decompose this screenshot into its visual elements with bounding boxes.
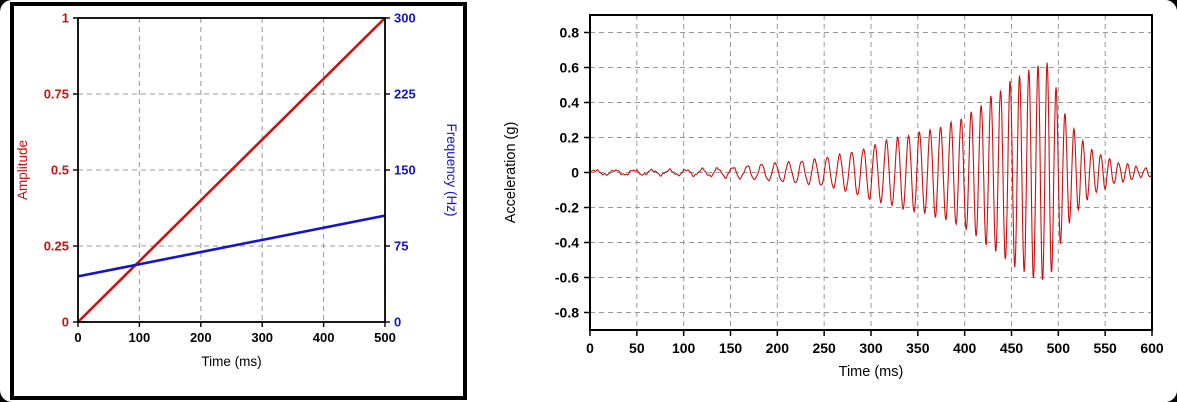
x-tick-label: 150: [719, 340, 743, 356]
x-tick-label: 50: [629, 340, 645, 356]
acceleration-waveform: [589, 62, 1153, 281]
right-y-axis-title: Frequency (Hz): [444, 123, 459, 216]
y-tick-label: -0.8: [555, 305, 579, 321]
y-tick-label: -0.6: [555, 270, 579, 286]
right-y-tick-label: 225: [394, 87, 416, 102]
x-tick-label: 500: [1047, 340, 1071, 356]
y-tick-label: 0: [571, 165, 579, 181]
y-axis-title: Acceleration (g): [503, 122, 519, 224]
left-y-tick-label: 0.75: [44, 87, 69, 102]
left-y-tick-label: 0: [62, 315, 69, 330]
x-tick-label: 300: [859, 340, 883, 356]
x-tick-label: 100: [672, 340, 696, 356]
x-tick-label: 300: [251, 330, 273, 345]
right-y-tick-label: 0: [394, 315, 401, 330]
frequency-line: [77, 214, 386, 278]
x-axis-title: Time (ms): [839, 364, 904, 380]
y-tick-label: -0.4: [555, 235, 579, 251]
x-tick-label: 200: [190, 330, 212, 345]
x-tick-label: 0: [586, 340, 594, 356]
x-tick-label: 400: [313, 330, 335, 345]
left-y-tick-label: 1: [62, 11, 69, 26]
acceleration-vs-time-chart: 0 50 100 150 200 250 300 350 400 450 500 550 600 -0.8…: [503, 14, 1164, 380]
right-y-tick-label: 300: [394, 11, 416, 26]
x-tick-label: 0: [74, 330, 81, 345]
x-tick-label: 200: [766, 340, 790, 356]
y-tick-label: 0.2: [560, 130, 580, 146]
amplitude-frequency-vs-time-chart: 0 100 200 300 400 50000.250.50.75107515022530…: [15, 11, 459, 370]
y-tick-label: 0.6: [560, 60, 580, 76]
left-y-tick-label: 0.5: [51, 163, 69, 178]
acceleration-chart-panel: 0 50 100 150 200 250 300 350 400 450 500 550 600 -0.8…: [495, 0, 1177, 402]
x-tick-label: 600: [1140, 340, 1164, 356]
sweep-parameters-chart-panel: 0 100 200 300 400 500 0 0.25 0.5 0.75 1 0 75 150 225 30…: [10, 2, 467, 400]
y-tick-label: 0.4: [560, 95, 580, 111]
x-tick-label: 250: [812, 340, 836, 356]
x-tick-label: 350: [906, 340, 930, 356]
x-axis-title: Time (ms): [201, 354, 261, 369]
y-tick-label: -0.2: [555, 200, 579, 216]
amplitude-line: [77, 17, 386, 323]
x-tick-label: 400: [953, 340, 977, 356]
right-y-tick-label: 150: [394, 163, 416, 178]
right-y-tick-label: 75: [394, 239, 408, 254]
x-tick-label: 550: [1093, 340, 1117, 356]
x-tick-label: 450: [1000, 340, 1024, 356]
left-y-tick-label: 0.25: [44, 239, 69, 254]
y-tick-label: 0.8: [560, 25, 580, 41]
x-tick-label: 100: [129, 330, 151, 345]
x-tick-label: 500: [374, 330, 396, 345]
left-y-axis-title: Amplitude: [15, 140, 30, 200]
